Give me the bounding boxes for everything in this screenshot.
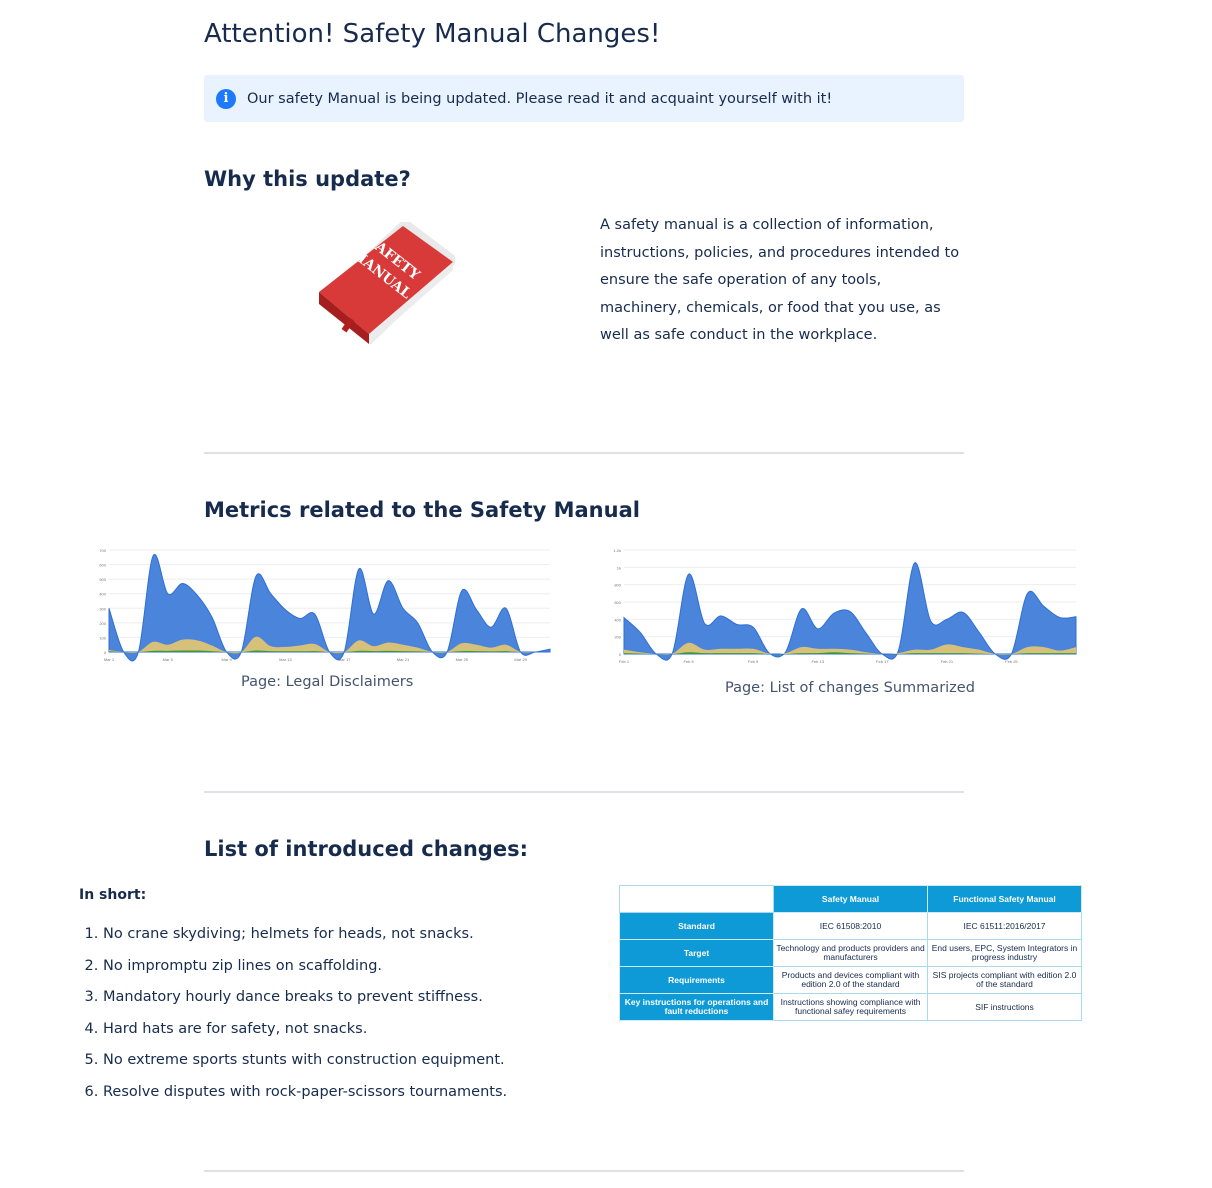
divider (204, 452, 964, 454)
y-tick-label: 500 (99, 577, 106, 582)
table-cell: End users, EPC, System Integrators in pr… (927, 939, 1082, 967)
chart-list-of-changes: 0 200 400 600 800 1k 1.2k Feb 1 Feb 5 Feb 9 Feb 13… (613, 548, 1077, 664)
area-series-2 (109, 650, 550, 653)
table-cell: SIS projects compliant with edition 2.0 … (927, 966, 1082, 994)
y-tick-label: 800 (614, 583, 621, 588)
area-series-1 (109, 636, 550, 654)
why-paragraph: A safety manual is a collection of infor… (600, 217, 960, 343)
x-tick-label: Feb 21 (941, 659, 954, 664)
area-series-1 (624, 642, 1076, 655)
banner-text: Our safety Manual is being updated. Plea… (247, 90, 833, 107)
y-tick-label: 0 (104, 650, 107, 655)
row-header-cell: Requirements (619, 966, 774, 994)
x-tick-label: Mar 29 (514, 657, 527, 662)
table-cell: Instructions showing compliance with fun… (773, 993, 928, 1021)
y-tick-label: 300 (99, 606, 106, 611)
safety-manual-book-image: SAFETY MANUAL (319, 222, 455, 344)
row-header-cell: Target (619, 939, 774, 967)
x-tick-label: Mar 25 (456, 657, 469, 662)
y-tick-label: 1.2k (613, 548, 621, 553)
row-header-cell: Key instructions for operations and faul… (619, 993, 774, 1021)
y-tick-label: 700 (99, 548, 106, 553)
table-row: Standard IEC 61508:2010 IEC 61511:2016/201… (619, 912, 1082, 940)
table-header-cell: Functional Safety Manual (927, 885, 1082, 913)
chart-caption-changes: Page: List of changes Summarized (725, 680, 975, 696)
x-tick-label: Feb 25 (1005, 659, 1018, 664)
change-item: No impromptu zip lines on scaffolding. (103, 956, 507, 988)
table-cell: IEC 61508:2010 (773, 912, 928, 940)
y-tick-label: 400 (614, 617, 621, 622)
y-tick-label: 200 (99, 621, 106, 626)
x-tick-label: Feb 9 (748, 659, 759, 664)
x-tick-label: Feb 17 (876, 659, 889, 664)
info-icon: i (216, 88, 236, 109)
area-series-0 (623, 562, 1077, 661)
chart-caption-legal: Page: Legal Disclaimers (241, 674, 414, 690)
y-tick-label: 200 (614, 635, 621, 640)
area-series-2 (624, 652, 1076, 655)
info-banner: i Our safety Manual is being updated. Pl… (204, 75, 964, 122)
metrics-heading: Metrics related to the Safety Manual (204, 498, 640, 522)
table-row: Requirements Products and devices complia… (619, 966, 1082, 994)
y-tick-label: 100 (99, 635, 106, 640)
x-tick-label: Mar 5 (163, 657, 174, 662)
x-tick-label: Feb 5 (683, 659, 694, 664)
in-short-label: In short: (79, 887, 147, 903)
x-tick-label: Feb 13 (811, 659, 824, 664)
x-tick-label: Mar 13 (279, 657, 292, 662)
change-item: Mandatory hourly dance breaks to prevent… (103, 987, 507, 1019)
x-tick-label: Mar 17 (338, 657, 351, 662)
table-header-cell: Safety Manual (773, 885, 928, 913)
table-cell: Products and devices compliant with edit… (773, 966, 928, 994)
x-tick-label: Mar 21 (397, 657, 410, 662)
divider (204, 791, 964, 793)
changes-heading: List of introduced changes: (204, 837, 528, 861)
table-cell: Technology and products providers and ma… (773, 939, 928, 967)
table-cell: IEC 61511:2016/2017 (927, 912, 1082, 940)
table-row: Key instructions for operations and faul… (619, 993, 1082, 1021)
comparison-table: Safety Manual Functional Safety Manual Sta… (619, 885, 1082, 1021)
y-tick-label: 600 (99, 563, 106, 568)
table-cell: SIF instructions (927, 993, 1082, 1021)
y-tick-label: 600 (614, 600, 621, 605)
y-tick-label: 1k (617, 565, 621, 570)
x-tick-label: Mar 1 (104, 657, 115, 662)
table-row: Target Technology and products providers … (619, 939, 1082, 967)
page-title: Attention! Safety Manual Changes! (204, 19, 661, 49)
why-heading: Why this update? (204, 167, 411, 191)
table-header-cell (619, 885, 774, 913)
y-tick-label: 400 (99, 592, 106, 597)
y-tick-label: 0 (619, 652, 622, 657)
table-header-row: Safety Manual Functional Safety Manual (619, 885, 1082, 913)
changes-list: No crane skydiving; helmets for heads, n… (79, 924, 507, 1113)
change-item: No crane skydiving; helmets for heads, n… (103, 924, 507, 956)
x-tick-label: Mar 9 (221, 657, 232, 662)
row-header-cell: Standard (619, 912, 774, 940)
change-item: No extreme sports stunts with constructi… (103, 1050, 507, 1082)
change-item: Hard hats are for safety, not snacks. (103, 1019, 507, 1051)
chart-legal-disclaimers: 0 100 200 300 400 500 600 700 Mar 1 Mar 5 Mar 9 Mar… (99, 548, 551, 662)
change-item: Resolve disputes with rock-paper-scissor… (103, 1082, 507, 1114)
divider (204, 1170, 964, 1172)
x-tick-label: Feb 1 (619, 659, 630, 664)
